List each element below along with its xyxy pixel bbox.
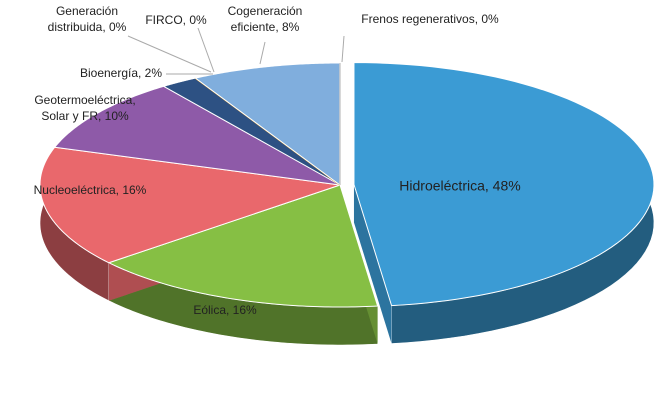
slice bbox=[353, 62, 655, 307]
data-label: eficiente, 8% bbox=[231, 20, 300, 34]
data-label: Solar y FR, 10% bbox=[41, 109, 129, 123]
data-label: Eólica, 16% bbox=[193, 303, 257, 317]
data-label: Bioenergía, 2% bbox=[80, 66, 162, 80]
slice bbox=[39, 146, 341, 264]
data-label: FIRCO, 0% bbox=[145, 13, 207, 27]
slice bbox=[53, 85, 341, 186]
slice bbox=[162, 77, 341, 186]
slice bbox=[107, 184, 379, 308]
data-label: Cogeneración bbox=[228, 4, 303, 18]
data-label: distribuida, 0% bbox=[48, 20, 127, 34]
data-label: Geotermoeléctrica, bbox=[34, 93, 135, 107]
data-label: Generación bbox=[56, 4, 118, 18]
leader-line bbox=[197, 27, 215, 73]
slice bbox=[194, 62, 341, 186]
leader-line bbox=[259, 41, 266, 65]
data-label: Nucleoeléctrica, 16% bbox=[34, 183, 147, 197]
data-label: Hidroeléctrica, 48% bbox=[399, 178, 520, 194]
slice-wall bbox=[353, 184, 392, 344]
leader-line bbox=[341, 35, 345, 63]
data-label: Frenos regenerativos, 0% bbox=[361, 12, 499, 26]
leader-line bbox=[127, 35, 212, 73]
